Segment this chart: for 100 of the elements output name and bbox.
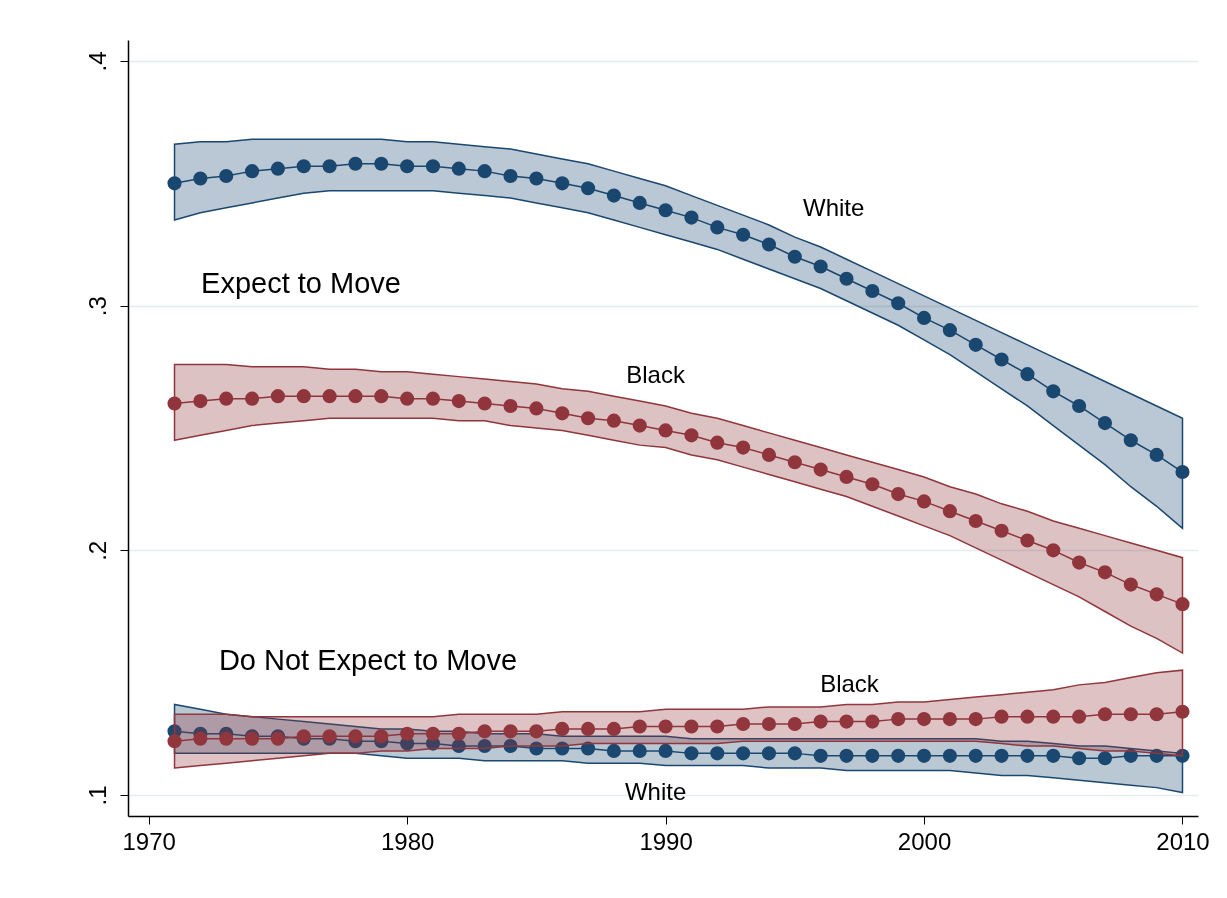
point: [477, 724, 492, 739]
point: [580, 411, 596, 426]
point: [219, 731, 234, 746]
point: [891, 748, 906, 763]
point: [529, 401, 544, 416]
point: [477, 164, 492, 179]
series-label: Black: [626, 361, 686, 389]
point: [1123, 707, 1138, 722]
point: [787, 746, 802, 761]
point: [1097, 565, 1113, 580]
point: [942, 323, 957, 338]
point: [684, 210, 699, 225]
point: [296, 159, 311, 174]
point: [348, 156, 363, 171]
point: [710, 435, 725, 450]
annotation: Expect to Move: [201, 267, 401, 299]
y-tick-label: .1: [83, 785, 111, 806]
point: [322, 159, 337, 174]
point: [244, 391, 260, 406]
point: [684, 428, 699, 443]
point: [167, 176, 182, 191]
point: [839, 714, 854, 729]
point: [916, 712, 932, 727]
point: [761, 716, 777, 732]
point: [1175, 464, 1190, 480]
point: [400, 391, 415, 406]
point: [503, 738, 518, 754]
point: [580, 181, 596, 196]
point: [1072, 555, 1087, 570]
point: [710, 719, 725, 734]
point: [1097, 416, 1113, 431]
point: [1072, 398, 1087, 414]
point: [451, 738, 466, 754]
point: [1123, 433, 1138, 448]
point: [193, 171, 208, 186]
point: [916, 748, 932, 763]
point: [1097, 707, 1113, 722]
x-tick-label: 1980: [380, 827, 435, 855]
point: [942, 748, 957, 763]
x-tick-label: 2000: [897, 827, 952, 855]
point: [994, 709, 1009, 724]
point: [658, 423, 673, 438]
point: [580, 741, 596, 756]
point: [1020, 367, 1035, 382]
point: [555, 721, 570, 736]
point: [1123, 577, 1138, 592]
point: [322, 389, 337, 404]
point: [632, 719, 647, 734]
point: [736, 440, 751, 455]
point: [270, 161, 285, 176]
point: [942, 504, 957, 519]
point: [1149, 447, 1164, 462]
x-tick-label: 2010: [1156, 827, 1210, 855]
point: [658, 203, 673, 218]
y-tick-label: .3: [83, 296, 111, 317]
point: [606, 743, 621, 758]
point: [787, 716, 802, 732]
point: [529, 171, 544, 186]
point: [219, 391, 234, 406]
point: [994, 523, 1009, 538]
point: [1072, 709, 1087, 724]
point: [580, 721, 596, 736]
point: [167, 396, 182, 411]
point: [606, 413, 621, 428]
point: [813, 462, 828, 477]
point: [425, 726, 441, 741]
series-label: White: [624, 777, 687, 805]
point: [968, 337, 983, 352]
point: [477, 396, 492, 411]
point: [1149, 707, 1164, 722]
point: [813, 748, 828, 763]
point: [658, 719, 673, 734]
point: [736, 227, 751, 242]
point: [968, 712, 983, 727]
point: [1175, 597, 1190, 612]
point: [994, 748, 1009, 763]
point: [891, 296, 906, 311]
point: [1020, 709, 1035, 724]
point: [529, 724, 544, 739]
point: [710, 220, 725, 235]
point: [348, 389, 363, 404]
point: [891, 712, 906, 727]
point: [374, 156, 389, 171]
point: [1046, 709, 1061, 724]
point: [787, 455, 802, 470]
point: [555, 176, 570, 191]
point: [503, 724, 518, 739]
point: [1046, 748, 1061, 763]
point: [865, 748, 880, 763]
point: [425, 159, 441, 174]
point: [839, 271, 854, 286]
point: [477, 738, 492, 754]
x-tick-label: 1990: [639, 827, 693, 855]
point: [632, 195, 647, 210]
point: [839, 748, 854, 763]
y-tick-label: .4: [83, 51, 111, 72]
point: [451, 726, 466, 741]
point: [193, 731, 208, 746]
point: [451, 161, 466, 176]
point: [244, 164, 260, 179]
